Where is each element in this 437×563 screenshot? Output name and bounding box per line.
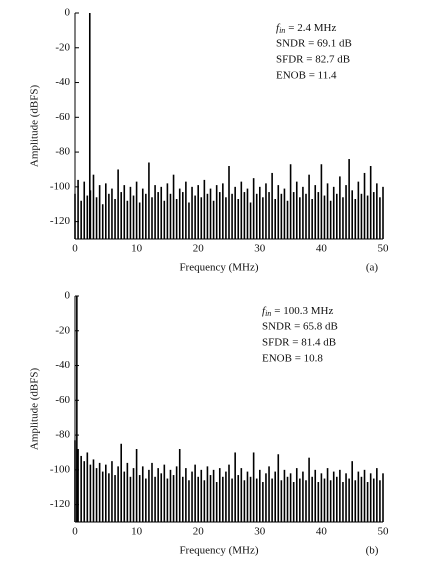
input-frequency: fin = 2.4 MHz: [276, 22, 336, 35]
x-axis-label: Frequency (MHz): [179, 262, 258, 274]
subscript: in: [265, 309, 271, 318]
panel: 0 -20 -40 -60 -80 -100 -120 0 10 20 30 40 50 Frequenc…: [29, 290, 389, 557]
y-axis-label: Amplitude (dBFS): [29, 85, 41, 168]
x-tick-label: 40: [316, 526, 328, 538]
x-tick-label: 30: [254, 526, 266, 538]
y-tick-label: -120: [50, 498, 71, 510]
y-tick-label: -80: [55, 146, 70, 158]
input-frequency: fin = 100.3 MHz: [262, 305, 333, 318]
x-tick-label: 20: [193, 243, 205, 255]
metric: ENOB = 11.4: [276, 70, 337, 82]
metric: SFDR = 81.4 dB: [262, 337, 336, 349]
x-tick-label: 20: [193, 526, 205, 538]
y-tick-label: -100: [50, 463, 71, 475]
metric: SNDR = 69.1 dB: [276, 38, 352, 50]
y-tick-label: 0: [65, 7, 71, 19]
y-tick-label: -40: [55, 76, 70, 88]
symbol: f: [262, 305, 267, 317]
panel: 0 -20 -40 -60 -80 -100 -120 0 10 20 30 40 50 Frequenc…: [29, 7, 389, 274]
x-tick-label: 0: [72, 526, 78, 538]
x-tick-label: 50: [378, 243, 390, 255]
symbol: f: [276, 22, 281, 34]
x-tick-label: 0: [72, 243, 78, 255]
x-axis-label: Frequency (MHz): [179, 545, 258, 557]
metric: ENOB = 10.8: [262, 353, 323, 365]
x-tick-label: 10: [131, 526, 143, 538]
panel-label: (b): [366, 545, 379, 557]
metric: SNDR = 65.8 dB: [262, 321, 338, 333]
frequency-text: = 2.4 MHz: [288, 22, 336, 34]
y-tick-label: -60: [55, 111, 70, 123]
y-tick-label: -60: [55, 394, 70, 406]
y-tick-label: -20: [55, 324, 70, 336]
subscript: in: [279, 26, 285, 35]
x-tick-label: 40: [316, 243, 328, 255]
metric: SFDR = 82.7 dB: [276, 54, 350, 66]
y-tick-label: -100: [50, 180, 71, 192]
y-tick-label: -80: [55, 429, 70, 441]
frequency-text: = 100.3 MHz: [274, 305, 333, 317]
x-tick-label: 30: [254, 243, 266, 255]
y-tick-label: -40: [55, 359, 70, 371]
y-tick-label: -120: [50, 215, 71, 227]
y-axis-label: Amplitude (dBFS): [29, 368, 41, 451]
y-tick-label: 0: [65, 290, 71, 302]
y-tick-label: -20: [55, 41, 70, 53]
x-tick-label: 50: [378, 526, 390, 538]
x-tick-label: 10: [131, 243, 143, 255]
panel-label: (a): [366, 262, 379, 274]
